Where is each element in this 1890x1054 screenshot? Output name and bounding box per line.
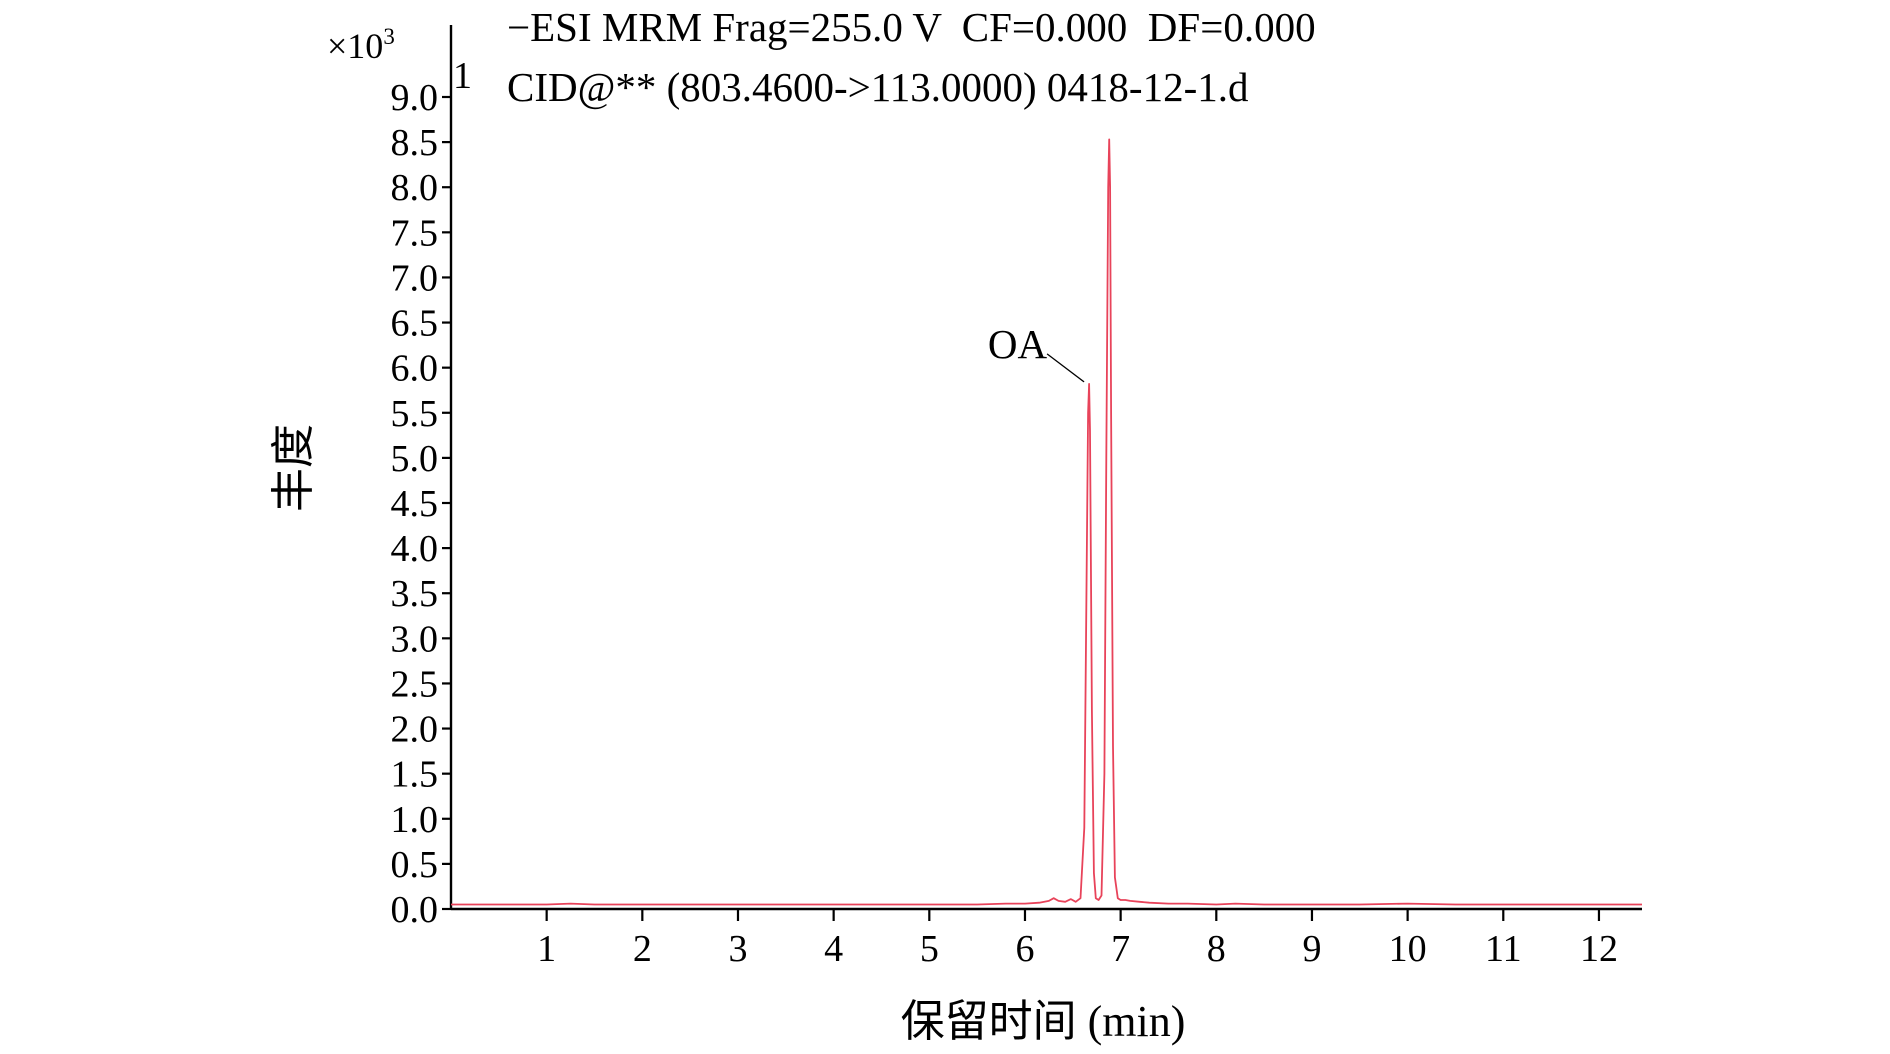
y-tick-label: 0.5 (391, 844, 439, 886)
x-ticks: 1 2 3 4 5 6 7 8 9 10 11 12 (537, 909, 1618, 970)
y-axis-label: 丰度 (269, 424, 318, 512)
y-axis-multiplier-exponent: 3 (383, 24, 395, 49)
y-tick-label: 2.0 (391, 709, 439, 751)
series-layer (451, 138, 1642, 906)
axes (449, 25, 1642, 911)
y-tick-label: 8.0 (391, 167, 439, 209)
y-tick-label: 1.5 (391, 754, 439, 796)
y-tick-label: 2.5 (391, 663, 439, 705)
y-tick-label: 4.5 (391, 483, 439, 525)
chart-title-line1: −ESI MRM Frag=255.0 V CF=0.000 DF=0.000 (507, 4, 1316, 50)
y-tick-label: 5.0 (391, 438, 439, 480)
annotation-leader-line (1046, 353, 1085, 383)
y-tick-label: 0.0 (391, 889, 439, 931)
y-tick-label: 8.5 (391, 122, 439, 164)
series-line (451, 138, 1642, 906)
y-axis-multiplier: ×103 (327, 24, 395, 66)
x-tick-label: 4 (824, 928, 843, 970)
x-tick-label: 5 (920, 928, 939, 970)
x-tick-label: 8 (1207, 928, 1226, 970)
y-tick-label: 4.0 (391, 528, 439, 570)
annotation-layer: OA (988, 321, 1085, 383)
x-tick-label: 7 (1111, 928, 1130, 970)
x-tick-label: 10 (1389, 928, 1427, 970)
y-tick-label: 9.0 (391, 77, 439, 119)
x-axis-label: 保留时间 (min) (901, 997, 1186, 1046)
x-tick-label: 12 (1580, 928, 1618, 970)
x-tick-label: 6 (1015, 928, 1034, 970)
y-tick-label: 3.5 (391, 573, 439, 615)
annotation-label: OA (988, 321, 1048, 367)
panel-label: 1 (453, 55, 472, 97)
x-tick-label: 1 (537, 928, 556, 970)
y-tick-label: 7.0 (391, 257, 439, 299)
x-tick-label: 11 (1485, 928, 1522, 970)
y-tick-label: 7.5 (391, 212, 439, 254)
x-tick-label: 2 (633, 928, 652, 970)
x-tick-label: 3 (728, 928, 747, 970)
y-tick-label: 1.0 (391, 799, 439, 841)
y-tick-label: 5.5 (391, 393, 439, 435)
y-tick-label: 6.0 (391, 348, 439, 390)
y-axis-multiplier-base: ×10 (327, 26, 383, 66)
y-ticks: 0.00.51.01.52.02.53.03.54.04.55.05.56.06… (391, 77, 451, 931)
y-tick-label: 3.0 (391, 618, 439, 660)
y-tick-label: 6.5 (391, 303, 439, 345)
chart-title-line2: CID@** (803.4600->113.0000) 0418-12-1.d (507, 64, 1248, 110)
x-tick-label: 9 (1302, 928, 1321, 970)
